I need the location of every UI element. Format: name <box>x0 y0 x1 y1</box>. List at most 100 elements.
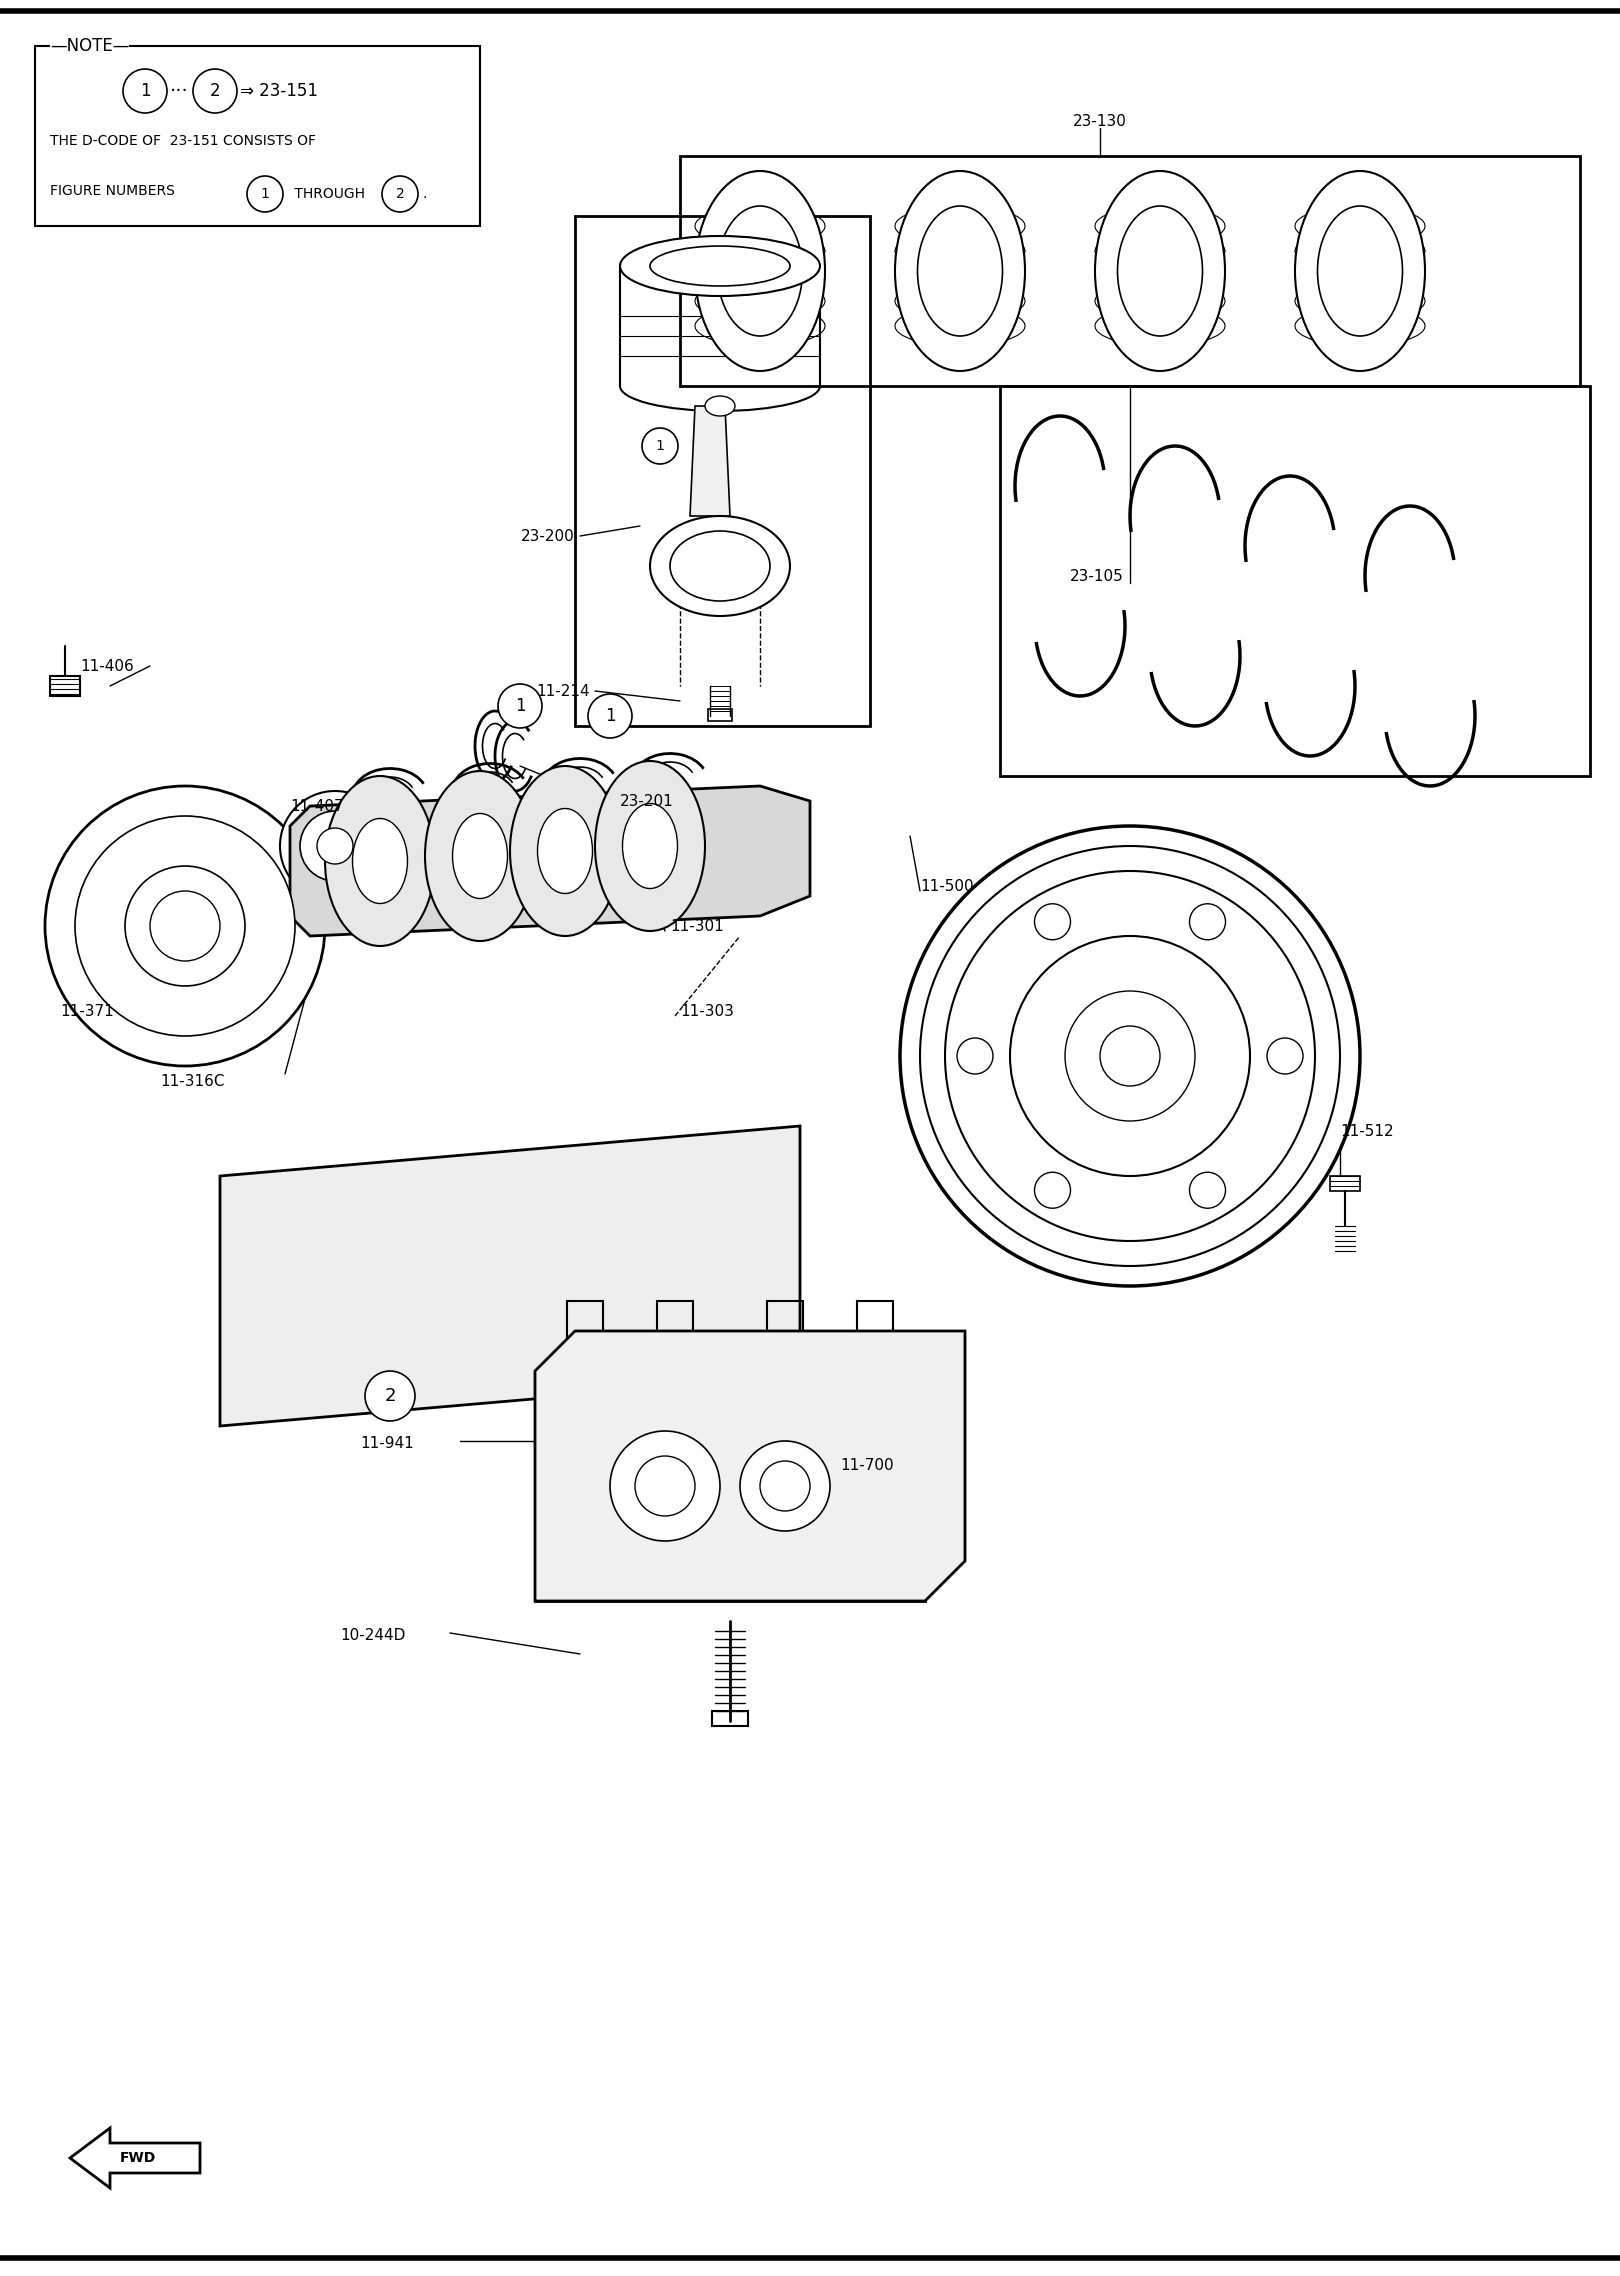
Circle shape <box>364 1370 415 1420</box>
Circle shape <box>957 1038 993 1074</box>
Ellipse shape <box>671 530 770 601</box>
Circle shape <box>382 175 418 212</box>
Text: 23-200: 23-200 <box>522 528 575 544</box>
Text: 23-201: 23-201 <box>620 794 674 808</box>
Circle shape <box>246 175 284 212</box>
Bar <box>50 676 79 696</box>
Ellipse shape <box>1317 207 1403 337</box>
Text: THE D-CODE OF  23-151 CONSISTS OF: THE D-CODE OF 23-151 CONSISTS OF <box>50 134 316 148</box>
Circle shape <box>920 847 1340 1265</box>
Text: 1: 1 <box>261 187 269 200</box>
Bar <box>1000 387 1589 776</box>
Text: 23-105: 23-105 <box>1069 569 1124 583</box>
Bar <box>708 710 732 721</box>
Text: THROUGH: THROUGH <box>290 187 369 200</box>
Circle shape <box>901 826 1361 1286</box>
Text: 1: 1 <box>656 439 664 453</box>
Text: 1: 1 <box>139 82 151 100</box>
Bar <box>713 1712 748 1725</box>
Text: 11-371: 11-371 <box>60 1004 113 1017</box>
Circle shape <box>280 792 390 901</box>
Circle shape <box>1100 1026 1160 1086</box>
Text: 10-244D: 10-244D <box>340 1630 405 1643</box>
Text: FIGURE NUMBERS: FIGURE NUMBERS <box>50 184 180 198</box>
Text: .: . <box>423 187 428 200</box>
Text: ⇒ 23-151: ⇒ 23-151 <box>240 82 318 100</box>
Circle shape <box>151 890 220 960</box>
Text: 2: 2 <box>209 82 220 100</box>
Circle shape <box>300 810 369 881</box>
Text: 11-512: 11-512 <box>1340 1124 1393 1138</box>
Ellipse shape <box>595 760 705 931</box>
Text: 11-316C: 11-316C <box>160 1074 225 1088</box>
Polygon shape <box>70 2128 199 2187</box>
Ellipse shape <box>538 808 593 894</box>
Polygon shape <box>535 1331 966 1600</box>
Ellipse shape <box>1294 171 1426 371</box>
Bar <box>766 1302 804 1370</box>
Circle shape <box>740 1441 829 1532</box>
Ellipse shape <box>620 237 820 296</box>
Ellipse shape <box>894 171 1025 371</box>
Ellipse shape <box>510 767 620 935</box>
Text: 11-941: 11-941 <box>360 1436 413 1450</box>
Circle shape <box>123 68 167 114</box>
Circle shape <box>497 685 543 728</box>
Circle shape <box>1189 1172 1225 1209</box>
Bar <box>36 46 480 225</box>
Ellipse shape <box>917 207 1003 337</box>
Circle shape <box>318 828 353 865</box>
Ellipse shape <box>1095 171 1225 371</box>
Text: ···: ··· <box>170 82 190 100</box>
Circle shape <box>611 1432 719 1541</box>
Polygon shape <box>690 405 731 517</box>
Circle shape <box>588 694 632 737</box>
Bar <box>680 157 1580 387</box>
Text: 1: 1 <box>604 708 616 726</box>
Circle shape <box>193 68 237 114</box>
Circle shape <box>45 785 326 1065</box>
Text: 11-406: 11-406 <box>79 658 134 674</box>
Ellipse shape <box>705 396 735 417</box>
Polygon shape <box>290 785 810 935</box>
Circle shape <box>1035 904 1071 940</box>
Ellipse shape <box>695 171 825 371</box>
Text: 11-700: 11-700 <box>841 1459 894 1473</box>
Circle shape <box>1009 935 1251 1177</box>
Text: 1: 1 <box>515 696 525 715</box>
Circle shape <box>125 865 245 986</box>
Bar <box>658 1302 693 1370</box>
Circle shape <box>75 817 295 1036</box>
Ellipse shape <box>353 819 408 904</box>
Circle shape <box>635 1457 695 1516</box>
Ellipse shape <box>650 246 791 287</box>
Ellipse shape <box>1118 207 1202 337</box>
Circle shape <box>1064 990 1196 1122</box>
Circle shape <box>1267 1038 1302 1074</box>
Text: 2: 2 <box>384 1386 395 1404</box>
Ellipse shape <box>452 813 507 899</box>
Text: —NOTE—: —NOTE— <box>50 36 130 55</box>
Text: 11-214: 11-214 <box>536 683 590 699</box>
Circle shape <box>944 872 1315 1240</box>
Circle shape <box>642 428 679 464</box>
Text: 11-407: 11-407 <box>290 799 343 813</box>
Text: 11-303: 11-303 <box>680 1004 734 1017</box>
Ellipse shape <box>424 772 535 940</box>
Circle shape <box>1189 904 1225 940</box>
Ellipse shape <box>326 776 436 947</box>
Ellipse shape <box>650 517 791 617</box>
Ellipse shape <box>718 207 802 337</box>
Bar <box>575 216 870 726</box>
Text: 23-130: 23-130 <box>1072 114 1128 127</box>
Circle shape <box>760 1461 810 1511</box>
Ellipse shape <box>622 803 677 888</box>
Polygon shape <box>220 1127 800 1427</box>
Text: 11-301: 11-301 <box>671 920 724 933</box>
Bar <box>535 1370 925 1600</box>
Bar <box>857 1302 893 1370</box>
Text: 11-500: 11-500 <box>920 879 974 894</box>
Text: FWD: FWD <box>120 2151 156 2164</box>
Bar <box>1330 1177 1361 1190</box>
Circle shape <box>1035 1172 1071 1209</box>
